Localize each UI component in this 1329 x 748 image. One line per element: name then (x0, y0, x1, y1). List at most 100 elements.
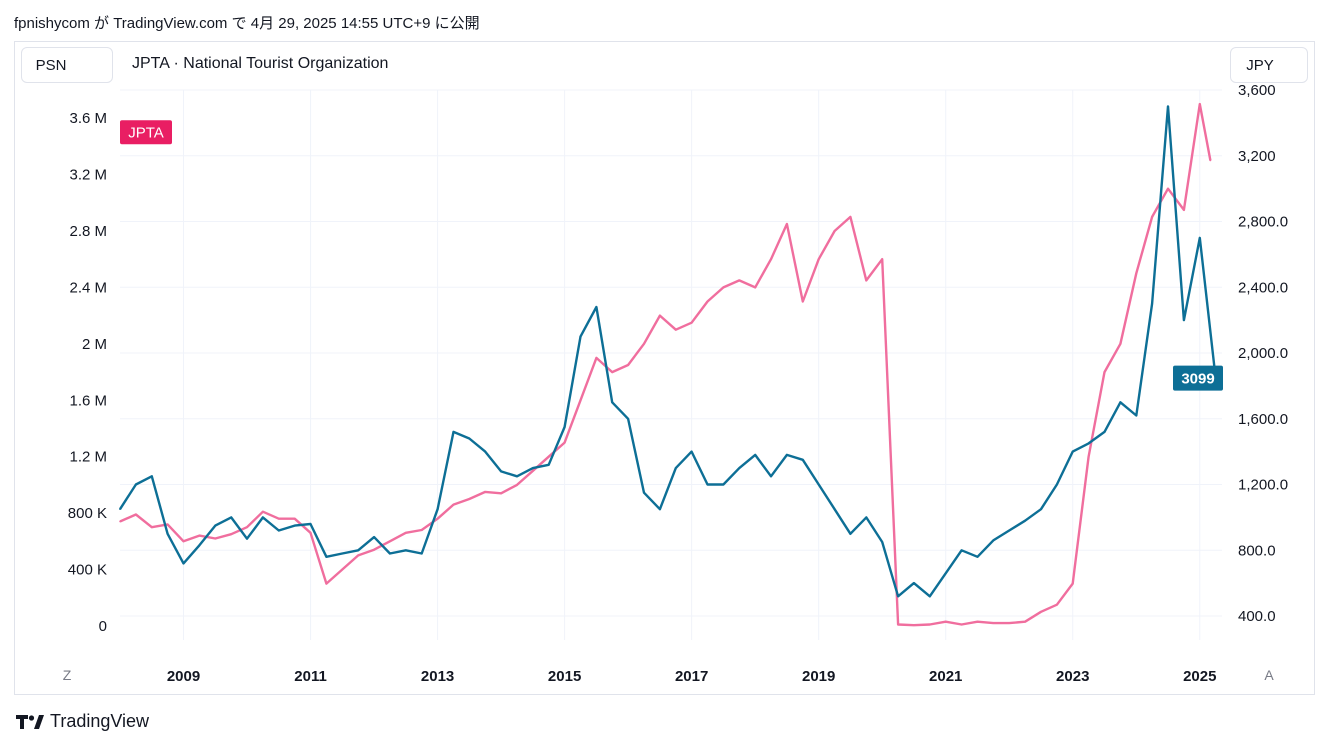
data-point (135, 513, 137, 516)
data-point (1024, 519, 1026, 522)
data-point (357, 549, 360, 552)
data-point (754, 454, 756, 456)
x-axis-tick: 2015 (548, 668, 581, 685)
auto-scale-button[interactable]: A (1264, 667, 1274, 683)
data-point (325, 556, 328, 558)
data-point (325, 582, 328, 585)
series-line-jpta (119, 102, 1212, 627)
data-point (532, 470, 534, 472)
data-point (659, 314, 661, 317)
data-point (1167, 105, 1169, 108)
right-axis-tick: 3,600 (1238, 82, 1276, 99)
data-point (627, 364, 629, 366)
right-axis-tick: 2,400.0 (1238, 279, 1288, 296)
data-point (1151, 216, 1153, 218)
footer-brand[interactable]: TradingView (16, 711, 149, 732)
data-point (1199, 103, 1201, 105)
data-point (468, 437, 471, 440)
data-point (738, 279, 741, 282)
data-point (547, 455, 550, 458)
data-point (389, 552, 391, 555)
data-point (1209, 159, 1212, 162)
data-point (643, 491, 645, 494)
chart-frame (14, 41, 1315, 695)
data-point (675, 467, 677, 469)
x-axis-tick: 2019 (802, 668, 835, 685)
x-axis-tick: 2017 (675, 668, 708, 685)
data-point (357, 554, 360, 557)
data-point (1040, 611, 1042, 613)
data-point (643, 343, 645, 345)
svg-text:3099: 3099 (1181, 371, 1214, 388)
data-point (230, 516, 232, 519)
data-point (516, 475, 518, 478)
data-point (786, 454, 788, 456)
data-point (452, 431, 455, 433)
last-value-label: 3099 (1173, 365, 1223, 391)
data-point (1056, 483, 1058, 486)
data-point (1087, 442, 1090, 445)
right-scale-label: JPY (1246, 56, 1274, 74)
x-axis-tick: 2025 (1183, 668, 1216, 685)
right-axis-tick: 1,200.0 (1238, 477, 1288, 494)
data-point (595, 357, 598, 359)
data-point (198, 534, 201, 537)
data-point (865, 279, 868, 282)
left-axis-tick: 400 K (68, 561, 107, 578)
data-point (1119, 343, 1122, 345)
data-point (420, 552, 423, 555)
data-point (246, 537, 248, 540)
left-axis-tick: 3.2 M (69, 167, 107, 184)
data-point (1040, 508, 1042, 511)
zoom-z-button[interactable]: Z (63, 667, 72, 683)
data-point (1087, 455, 1090, 458)
data-point (119, 508, 121, 511)
data-point (913, 582, 915, 584)
data-point (246, 526, 248, 528)
data-point (817, 258, 820, 261)
data-point (151, 475, 153, 478)
data-point (960, 549, 963, 552)
data-point (770, 258, 772, 261)
data-point (547, 464, 550, 466)
data-point (532, 467, 534, 469)
left-scale-button[interactable]: PSN (21, 47, 113, 83)
data-point (833, 508, 836, 511)
data-point (1135, 272, 1138, 275)
data-point (675, 328, 677, 331)
data-point (484, 491, 487, 493)
data-point (516, 484, 518, 486)
data-point (627, 418, 629, 420)
data-point (1024, 620, 1026, 623)
left-axis-tick: 800 K (68, 505, 107, 522)
left-axis-tick: 2 M (82, 336, 107, 353)
data-point (182, 562, 185, 565)
data-point (262, 516, 264, 519)
data-point (1151, 302, 1153, 305)
data-point (166, 523, 169, 526)
right-axis-tick: 1,600.0 (1238, 411, 1288, 428)
data-point (1008, 622, 1010, 624)
x-axis-tick: 2011 (294, 668, 327, 685)
right-axis-tick: 3,200 (1238, 148, 1276, 165)
data-point (659, 508, 661, 511)
data-point (420, 529, 423, 531)
data-point (373, 548, 375, 551)
right-axis-tick: 2,000.0 (1238, 345, 1288, 362)
data-point (706, 300, 709, 303)
data-point (802, 300, 804, 303)
right-scale-button[interactable]: JPY (1230, 47, 1308, 83)
footer-brand-text: TradingView (50, 711, 150, 731)
data-point (341, 552, 344, 555)
data-point (690, 450, 693, 453)
data-point (1103, 371, 1106, 373)
data-point (929, 623, 931, 626)
x-axis-tick: 2013 (421, 668, 454, 685)
data-point (182, 540, 185, 543)
data-point (802, 459, 804, 461)
data-point (341, 568, 344, 571)
data-point (166, 533, 169, 535)
series-label-jpta: JPTA (120, 120, 172, 145)
data-point (992, 539, 995, 542)
